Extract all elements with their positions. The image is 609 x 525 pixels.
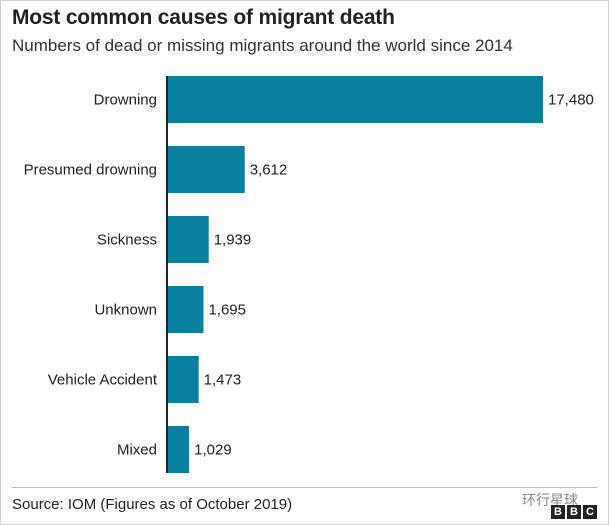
chart-title: Most common causes of migrant death — [12, 6, 395, 29]
source-note: Source: IOM (Figures as of October 2019) — [12, 496, 293, 513]
bbc-logo-letter: B — [551, 505, 565, 519]
category-label: Drowning — [94, 92, 157, 109]
bar — [167, 146, 245, 193]
category-label: Sickness — [97, 232, 157, 249]
value-label: 1,029 — [194, 442, 232, 459]
value-label: 1,473 — [204, 372, 242, 389]
bbc-logo-letter: B — [567, 505, 581, 519]
bar — [167, 426, 190, 473]
value-label: 1,939 — [214, 232, 252, 249]
bar — [167, 356, 199, 403]
watermark-text: 环行星球 — [522, 492, 578, 508]
footer-divider — [12, 487, 597, 488]
category-label: Unknown — [94, 302, 157, 319]
value-label: 3,612 — [250, 162, 288, 179]
bar — [167, 76, 543, 123]
bar — [167, 216, 209, 263]
bbc-logo-letter: C — [583, 505, 597, 519]
value-label: 17,480 — [548, 92, 594, 109]
category-label: Mixed — [117, 442, 157, 459]
chart-subtitle: Numbers of dead or missing migrants arou… — [12, 36, 513, 55]
category-label: Presumed drowning — [24, 162, 157, 179]
bbc-logo: B B C — [551, 505, 597, 519]
category-label: Vehicle Accident — [48, 372, 158, 389]
bar — [167, 286, 204, 333]
value-label: 1,695 — [208, 302, 246, 319]
